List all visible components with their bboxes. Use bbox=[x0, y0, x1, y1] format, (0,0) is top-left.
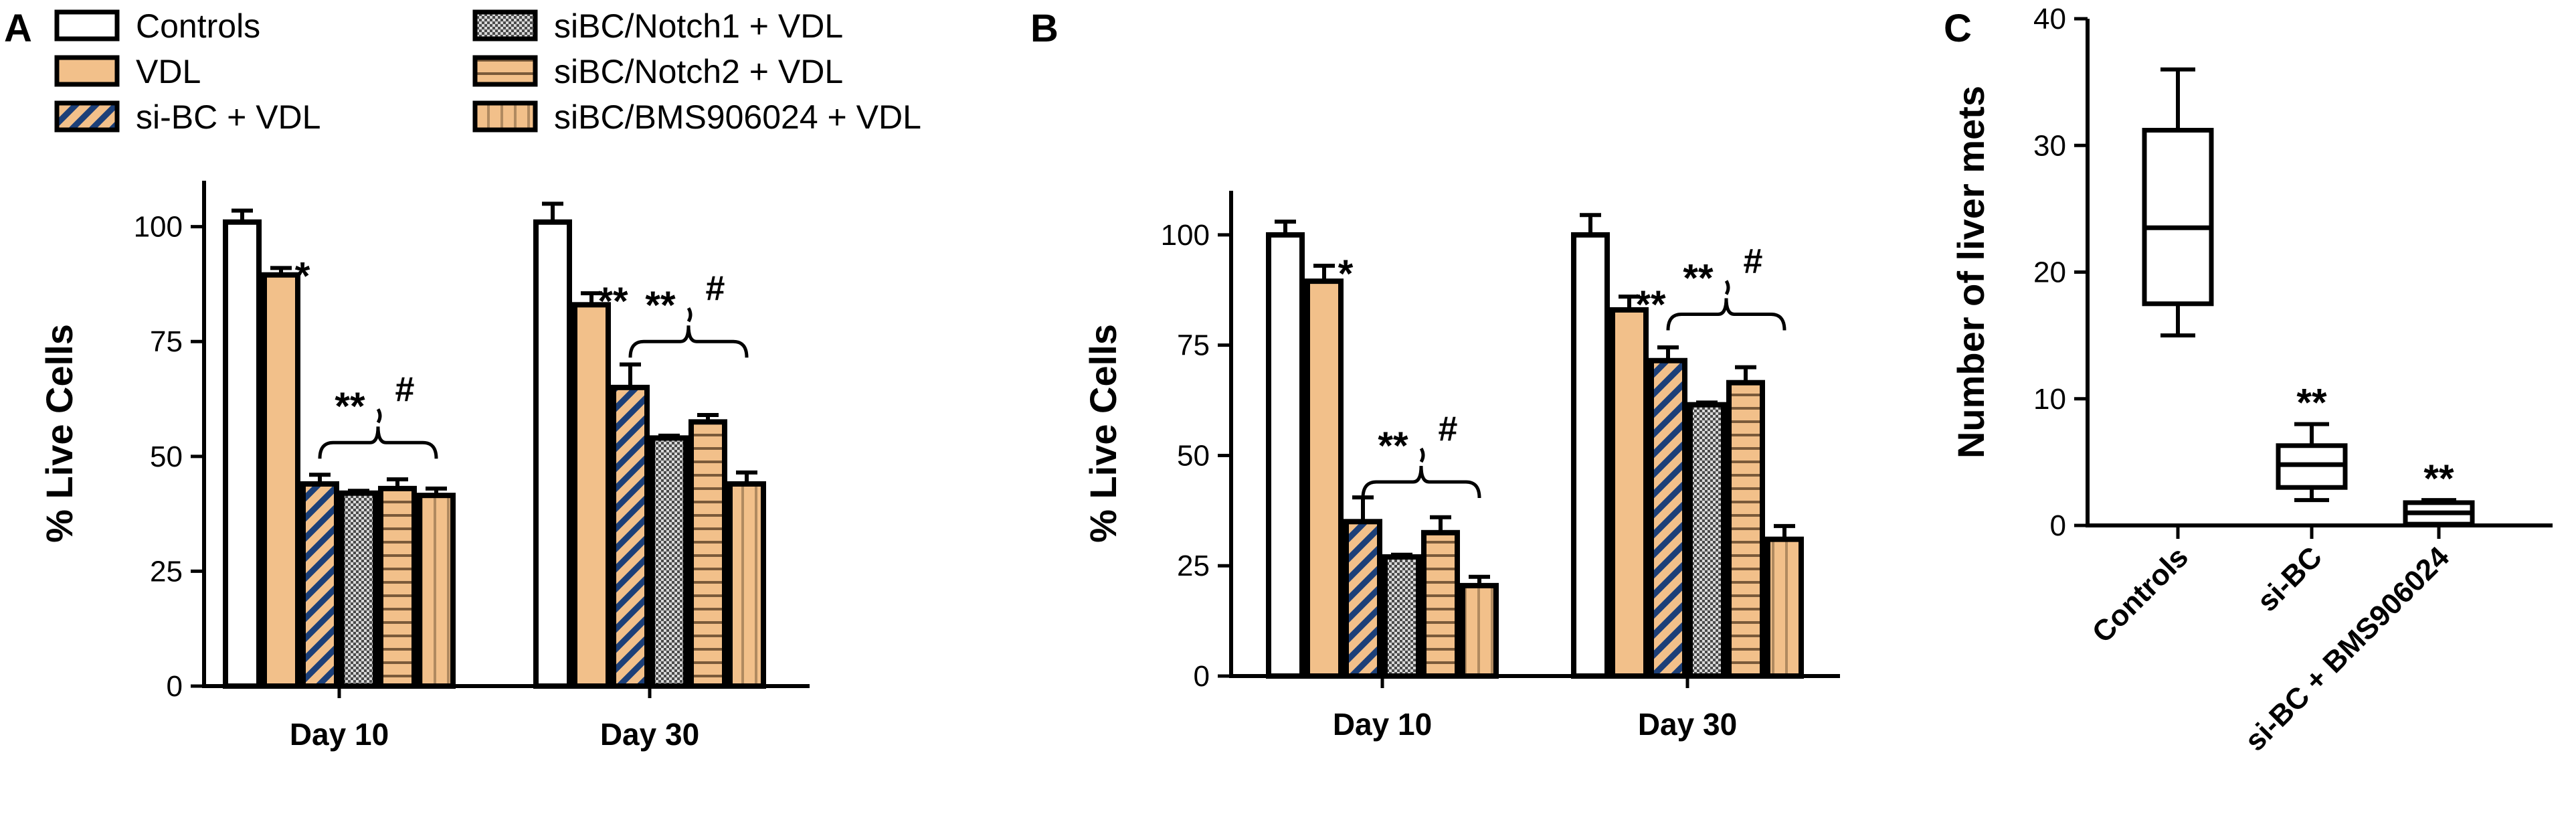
panel-a-bar bbox=[688, 419, 727, 689]
panel-a-y-tick-label: 75 bbox=[150, 325, 183, 358]
panel-a-y-tick-label: 25 bbox=[150, 555, 183, 588]
panel-c-x-tick-label: si-BC + BMS906024 bbox=[2239, 540, 2456, 758]
panel-b-bracket bbox=[1361, 465, 1481, 499]
panel-c-y-axis-title: Number of liver mets bbox=[1950, 86, 1992, 459]
panel-a-bar bbox=[339, 490, 378, 689]
panel-b-bracket-label: ** bbox=[1378, 424, 1408, 468]
legend-label-4: siBC/Notch2 + VDL bbox=[554, 53, 843, 90]
panel-b-bar bbox=[1305, 278, 1344, 679]
panel-b-bar bbox=[1382, 554, 1421, 679]
panel-b-bracket-hook bbox=[1419, 447, 1425, 463]
panel-b-y-tick-label: 25 bbox=[1177, 550, 1210, 582]
panel-b-significance-mark: * bbox=[1338, 252, 1354, 296]
panel-b-x-tick-label: Day 30 bbox=[1638, 707, 1737, 742]
panel-b-bar bbox=[1421, 529, 1460, 679]
panel-label-c: C bbox=[1944, 7, 1972, 50]
panel-b-bar bbox=[1266, 232, 1305, 679]
panel-b-significance-mark: ** bbox=[1635, 283, 1666, 327]
panel-b-x-tick-label: Day 10 bbox=[1333, 707, 1432, 742]
panel-b-bracket bbox=[1666, 298, 1786, 331]
panel-c-box-plot: 0 10 20 30 40 Number of liver mets Controls ** s… bbox=[1950, 3, 2553, 758]
panel-a-bar bbox=[417, 493, 456, 689]
panel-c-x-tick-label: si-BC bbox=[2251, 540, 2328, 618]
panel-a-bar bbox=[650, 435, 688, 689]
panel-a-bar bbox=[533, 219, 572, 689]
panel-b-y-tick-label: 50 bbox=[1177, 439, 1210, 472]
panel-a-bar bbox=[262, 272, 300, 689]
legend-swatch-2 bbox=[54, 100, 120, 133]
panel-a-bracket bbox=[318, 426, 438, 459]
legend-label-5: siBC/BMS906024 + VDL bbox=[554, 98, 921, 136]
panel-a-significance-mark: * bbox=[295, 254, 310, 298]
panel-c-y-tick-label: 40 bbox=[2033, 3, 2066, 35]
panel-a-bar bbox=[223, 219, 262, 689]
panel-a-bar bbox=[572, 302, 611, 689]
panel-a-bracket-hash: # bbox=[706, 269, 725, 308]
panel-a-bracket-hash: # bbox=[395, 370, 415, 409]
panel-b-bar bbox=[1460, 582, 1499, 679]
panel-a-bar bbox=[300, 481, 339, 689]
panel-b-bar bbox=[1726, 380, 1765, 679]
legend-label-2: si-BC + VDL bbox=[136, 98, 320, 136]
legend-label-0: Controls bbox=[136, 7, 260, 45]
legend: Controls VDL si-BC + VDL siBC/Notch1 + VDL s… bbox=[54, 7, 921, 136]
panel-a-bar bbox=[378, 485, 417, 689]
panel-b-bar bbox=[1765, 536, 1804, 679]
panel-a-bracket bbox=[628, 325, 749, 358]
panel-b-bracket-label: ** bbox=[1683, 257, 1714, 301]
panel-a-y-axis-title: % Live Cells bbox=[38, 324, 80, 543]
panel-a-bracket-hook bbox=[376, 408, 382, 424]
panel-c-significance-mark: ** bbox=[2423, 457, 2454, 501]
panel-a-bar bbox=[611, 384, 650, 689]
panel-c-y-tick-label: 20 bbox=[2033, 256, 2066, 289]
legend-label-1: VDL bbox=[136, 53, 201, 90]
panel-c-y-tick-label: 10 bbox=[2033, 383, 2066, 416]
panel-a-bracket-hook bbox=[686, 307, 693, 323]
panel-a-bracket-label: ** bbox=[645, 284, 676, 327]
panel-b-bracket-hash: # bbox=[1744, 242, 1763, 281]
panel-b-bracket-hash: # bbox=[1439, 410, 1458, 448]
legend-swatch-5 bbox=[472, 100, 538, 133]
legend-swatch-1 bbox=[54, 55, 120, 87]
panel-a-x-tick-label: Day 30 bbox=[600, 717, 699, 752]
legend-swatch-4 bbox=[472, 55, 538, 87]
panel-label-a: A bbox=[4, 7, 32, 50]
panel-a-bar bbox=[727, 481, 766, 689]
panel-b-y-tick-label: 0 bbox=[1194, 660, 1210, 693]
legend-swatch-0 bbox=[54, 9, 120, 42]
panel-c-x-tick-label: Controls bbox=[2086, 540, 2195, 649]
panel-b-bar bbox=[1610, 307, 1649, 679]
panel-c-significance-mark: ** bbox=[2296, 382, 2327, 425]
legend-swatch-3 bbox=[472, 9, 538, 42]
panel-c-y-tick-label: 30 bbox=[2033, 129, 2066, 162]
panel-c-y-tick-label: 0 bbox=[2050, 509, 2066, 542]
panel-b-y-tick-label: 75 bbox=[1177, 329, 1210, 362]
panel-b-bracket-hook bbox=[1724, 280, 1730, 295]
panel-a-bracket-label: ** bbox=[335, 385, 365, 428]
panel-b-y-tick-label: 100 bbox=[1161, 219, 1210, 252]
panel-b-y-axis-title: % Live Cells bbox=[1082, 324, 1124, 543]
panel-label-b: B bbox=[1030, 7, 1059, 50]
box-iqr bbox=[2142, 128, 2214, 307]
legend-label-3: siBC/Notch1 + VDL bbox=[554, 7, 843, 45]
panel-a-y-tick-label: 100 bbox=[134, 211, 183, 244]
panel-b-bar bbox=[1649, 357, 1687, 679]
panel-a-y-tick-label: 0 bbox=[167, 670, 183, 703]
panel-a-x-tick-label: Day 10 bbox=[290, 717, 389, 752]
panel-b-bar bbox=[1571, 232, 1610, 679]
panel-b-bar bbox=[1344, 519, 1382, 679]
panel-a-significance-mark: ** bbox=[597, 280, 628, 323]
panel-b-bar bbox=[1687, 402, 1726, 679]
panel-a-y-tick-label: 50 bbox=[150, 440, 183, 473]
